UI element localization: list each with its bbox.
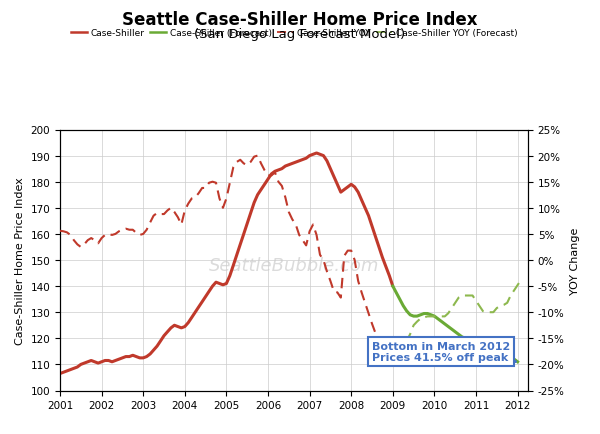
Text: SeattleBubble.com: SeattleBubble.com <box>209 256 379 275</box>
Y-axis label: Case-Shiller Home Price Index: Case-Shiller Home Price Index <box>15 177 25 344</box>
Legend: Case-Shiller, Case-Shiller (Forecast), Case-Shiller YOY, Case-Shiller YOY (Forec: Case-Shiller, Case-Shiller (Forecast), C… <box>67 25 521 42</box>
Text: Bottom in March 2012
Prices 41.5% off peak: Bottom in March 2012 Prices 41.5% off pe… <box>372 341 515 363</box>
Y-axis label: YOY Change: YOY Change <box>570 227 580 294</box>
Text: (San Diego Lag Forecast Model): (San Diego Lag Forecast Model) <box>194 28 406 41</box>
Text: Seattle Case-Shiller Home Price Index: Seattle Case-Shiller Home Price Index <box>122 11 478 29</box>
